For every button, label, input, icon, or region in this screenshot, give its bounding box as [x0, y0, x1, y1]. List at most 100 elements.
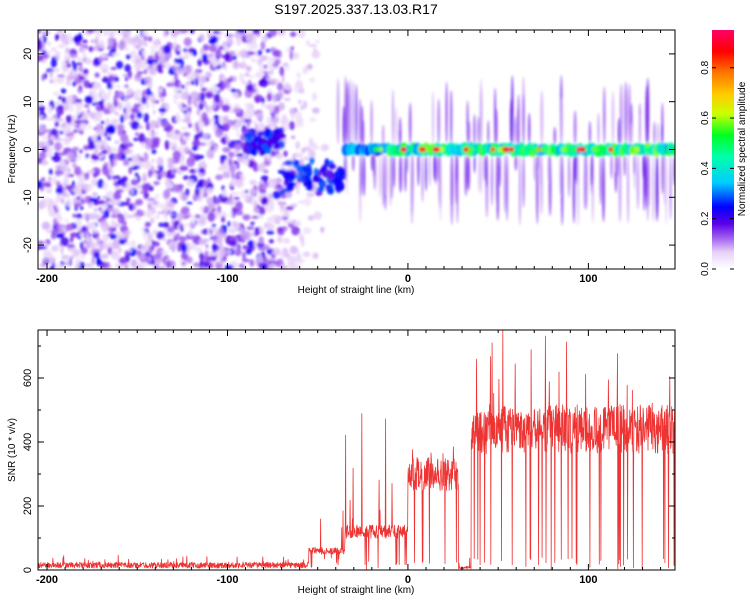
spectral-blob — [151, 102, 155, 109]
spectral-blob — [254, 227, 261, 236]
spectral-blob — [86, 169, 95, 175]
spectral-blob — [253, 120, 257, 125]
spectral-blob — [251, 35, 257, 46]
spectral-blob — [107, 161, 112, 169]
spectral-blob — [93, 45, 99, 52]
spectral-blob — [282, 62, 288, 67]
spectral-blob — [79, 253, 86, 260]
spectral-blob — [88, 124, 92, 130]
spectral-blob — [328, 186, 334, 195]
spectral-blob — [149, 217, 155, 224]
spectral-blob — [123, 106, 127, 115]
spectral-blob — [270, 115, 280, 124]
spectral-blob — [197, 196, 203, 203]
y-tick-label: 400 — [22, 433, 34, 451]
spectral-blob — [291, 203, 298, 208]
spectral-blob — [549, 146, 556, 153]
spectral-blob — [118, 238, 127, 245]
spectral-blob — [275, 215, 281, 226]
spectral-blob — [117, 233, 126, 241]
spectral-blob — [127, 106, 131, 111]
spectral-blob — [156, 211, 165, 215]
spectral-blob — [289, 107, 296, 115]
spectral-blob — [57, 152, 67, 156]
spectral-blob — [298, 200, 306, 204]
spectral-blob — [164, 62, 171, 70]
spectral-blob — [498, 154, 501, 187]
spectral-blob — [130, 120, 140, 130]
spectral-blob — [156, 63, 163, 73]
spectral-blob — [91, 230, 100, 234]
spectral-blob — [73, 78, 83, 85]
spectral-blob — [162, 44, 171, 54]
spectral-blob — [622, 146, 628, 153]
spectral-blob — [102, 233, 109, 242]
spectral-blob — [198, 55, 204, 60]
spectral-blob — [245, 65, 252, 72]
spectral-blob — [175, 220, 180, 226]
spectral-blob — [65, 132, 74, 137]
spectral-blob — [257, 122, 266, 132]
spectral-blob — [134, 172, 139, 178]
spectral-blob — [114, 76, 119, 83]
spectral-blob — [38, 123, 45, 134]
spectral-blob — [74, 259, 81, 269]
spectral-blob — [49, 70, 53, 79]
spectral-blob — [107, 246, 112, 255]
spectral-blob — [196, 109, 201, 116]
spectral-blob — [535, 154, 539, 225]
spectral-blob — [246, 104, 253, 111]
spectral-blob — [373, 154, 377, 191]
spectral-blob — [502, 146, 510, 153]
spectral-blob — [445, 81, 448, 145]
spectral-blob — [158, 222, 163, 228]
spectral-blob — [153, 202, 161, 208]
spectral-blob — [244, 189, 249, 194]
spectral-blob — [147, 169, 153, 178]
spectral-blob — [168, 245, 176, 250]
spectral-blob — [185, 81, 192, 86]
spectral-blob — [417, 154, 420, 187]
spectral-blob — [283, 219, 289, 224]
spectral-blob — [186, 201, 193, 205]
spectral-blob — [261, 143, 268, 150]
spectral-blob — [642, 146, 649, 153]
spectral-blob — [147, 55, 155, 59]
spectral-blob — [611, 91, 615, 145]
spectral-blob — [450, 154, 454, 207]
spectral-blob — [312, 107, 320, 114]
spectral-blob — [279, 215, 284, 220]
spectral-blob — [355, 83, 358, 145]
spectral-blob — [268, 257, 277, 262]
spectral-blob — [179, 107, 187, 111]
spectral-blob — [56, 30, 64, 34]
spectral-blob — [263, 177, 268, 185]
spectral-blob — [295, 141, 301, 150]
spectral-blob — [83, 104, 90, 108]
spectral-blob — [200, 137, 207, 141]
spectral-blob — [134, 77, 142, 82]
y-tick-label: 0 — [22, 567, 34, 573]
spectral-blob — [136, 112, 143, 119]
spectral-blob — [624, 81, 628, 145]
spectral-blob — [154, 214, 161, 220]
spectral-blob — [561, 146, 567, 153]
spectral-blob — [290, 46, 294, 51]
spectral-blob — [145, 91, 154, 96]
spectral-blob — [50, 58, 57, 69]
spectral-blob — [301, 166, 308, 172]
spectral-blob — [183, 54, 189, 60]
spectral-blob — [276, 90, 284, 100]
spectral-blob — [124, 76, 129, 82]
spectral-blob — [392, 89, 394, 145]
spectral-blob — [192, 49, 197, 57]
spectral-blob — [256, 254, 264, 264]
spectral-blob — [134, 45, 141, 50]
x-tick-label: -100 — [216, 574, 238, 586]
spectral-blob — [280, 188, 286, 196]
spectral-blob — [266, 248, 274, 253]
spectral-blob — [54, 121, 60, 128]
spectral-blob — [247, 239, 255, 248]
spectral-blob — [245, 248, 252, 255]
spectral-blob — [272, 190, 282, 200]
